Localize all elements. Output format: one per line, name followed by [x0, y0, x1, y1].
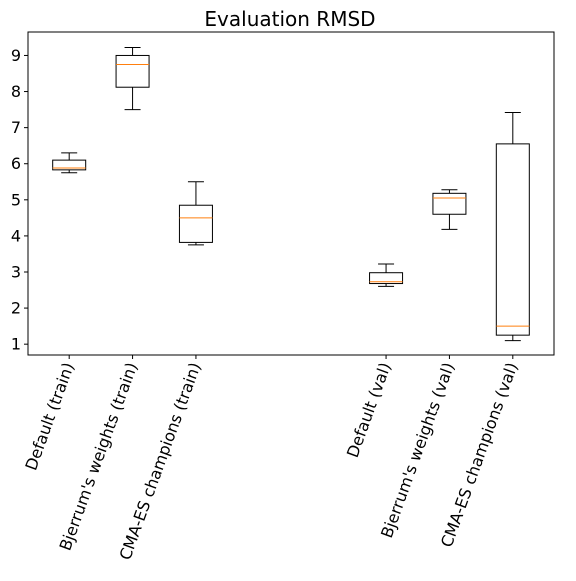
box-iqr — [52, 159, 87, 171]
y-tick-label: 7 — [11, 118, 21, 137]
plot-area-frame — [27, 31, 555, 356]
box-iqr — [115, 54, 150, 88]
y-tick-label: 4 — [11, 226, 21, 245]
y-tick-label: 9 — [11, 46, 21, 65]
chart-title: Evaluation RMSD — [204, 7, 375, 31]
y-tick-label: 6 — [11, 154, 21, 173]
y-tick-label: 3 — [11, 262, 21, 281]
box-iqr — [495, 143, 530, 336]
y-tick-label: 5 — [11, 190, 21, 209]
y-tick-label: 2 — [11, 299, 21, 318]
y-tick-label: 1 — [11, 335, 21, 354]
box-iqr — [369, 272, 404, 285]
box-iqr — [432, 192, 467, 215]
box-iqr — [178, 204, 213, 243]
y-tick-label: 8 — [11, 82, 21, 101]
